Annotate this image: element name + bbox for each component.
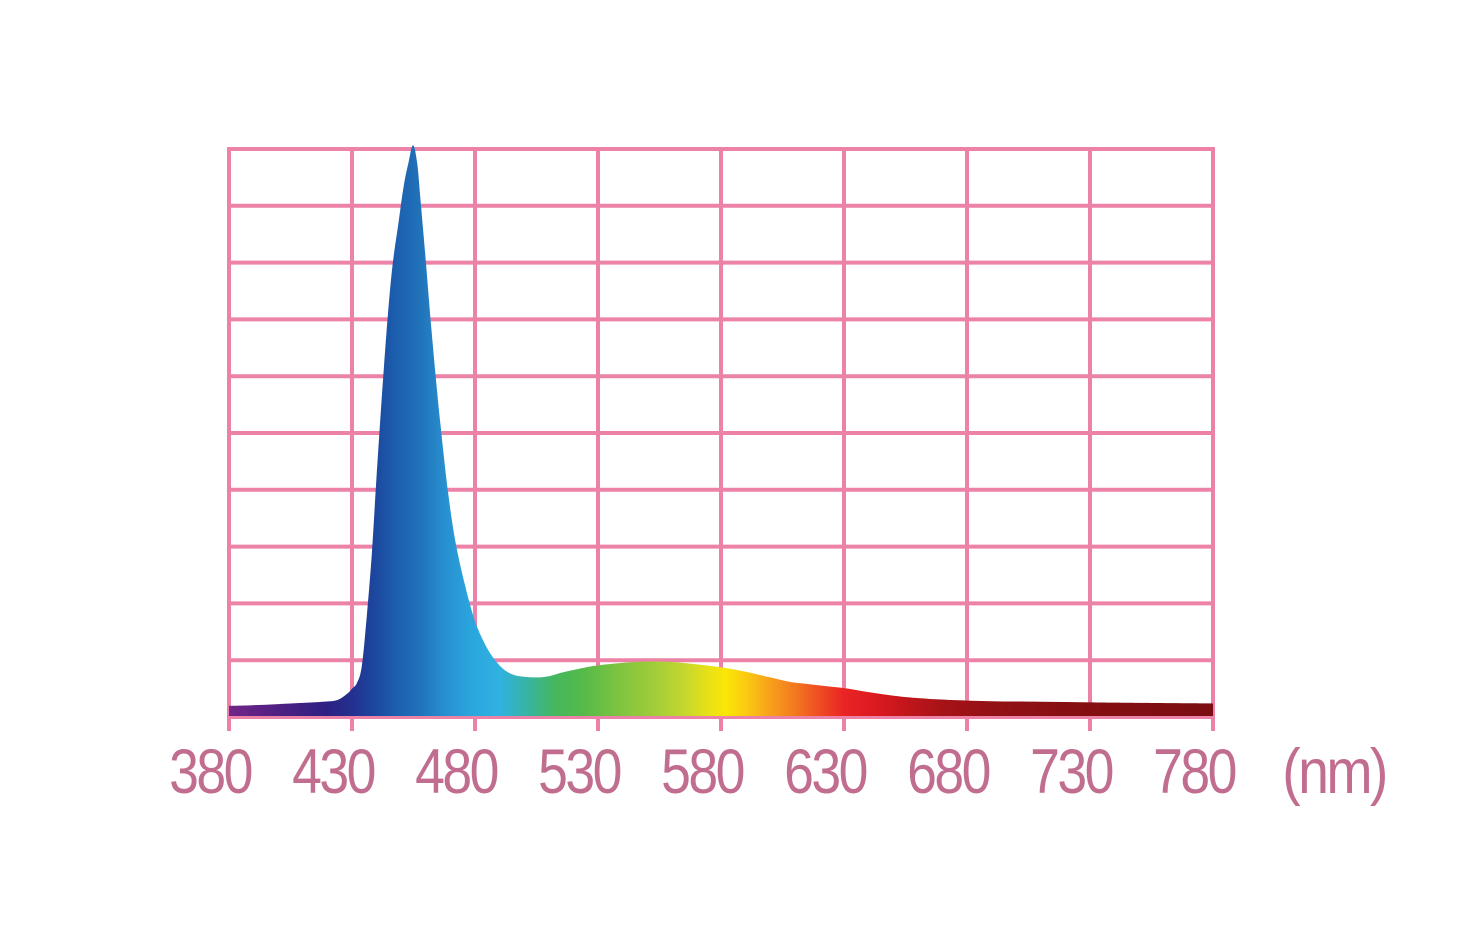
x-tick-label-680: 680 (907, 737, 991, 807)
x-tick-label-730: 730 (1030, 737, 1114, 807)
x-tick-label-480: 480 (415, 737, 499, 807)
x-tick-label-380: 380 (169, 737, 253, 807)
x-tick-label-630: 630 (784, 737, 868, 807)
x-tick-label-780: 780 (1153, 737, 1237, 807)
spectrum-area (229, 145, 1213, 717)
x-tick-label-580: 580 (661, 737, 745, 807)
grid-lines (227, 147, 1215, 731)
x-tick-label-430: 430 (292, 737, 376, 807)
x-axis-unit-label: (nm) (1282, 737, 1388, 807)
x-tick-label-530: 530 (538, 737, 622, 807)
